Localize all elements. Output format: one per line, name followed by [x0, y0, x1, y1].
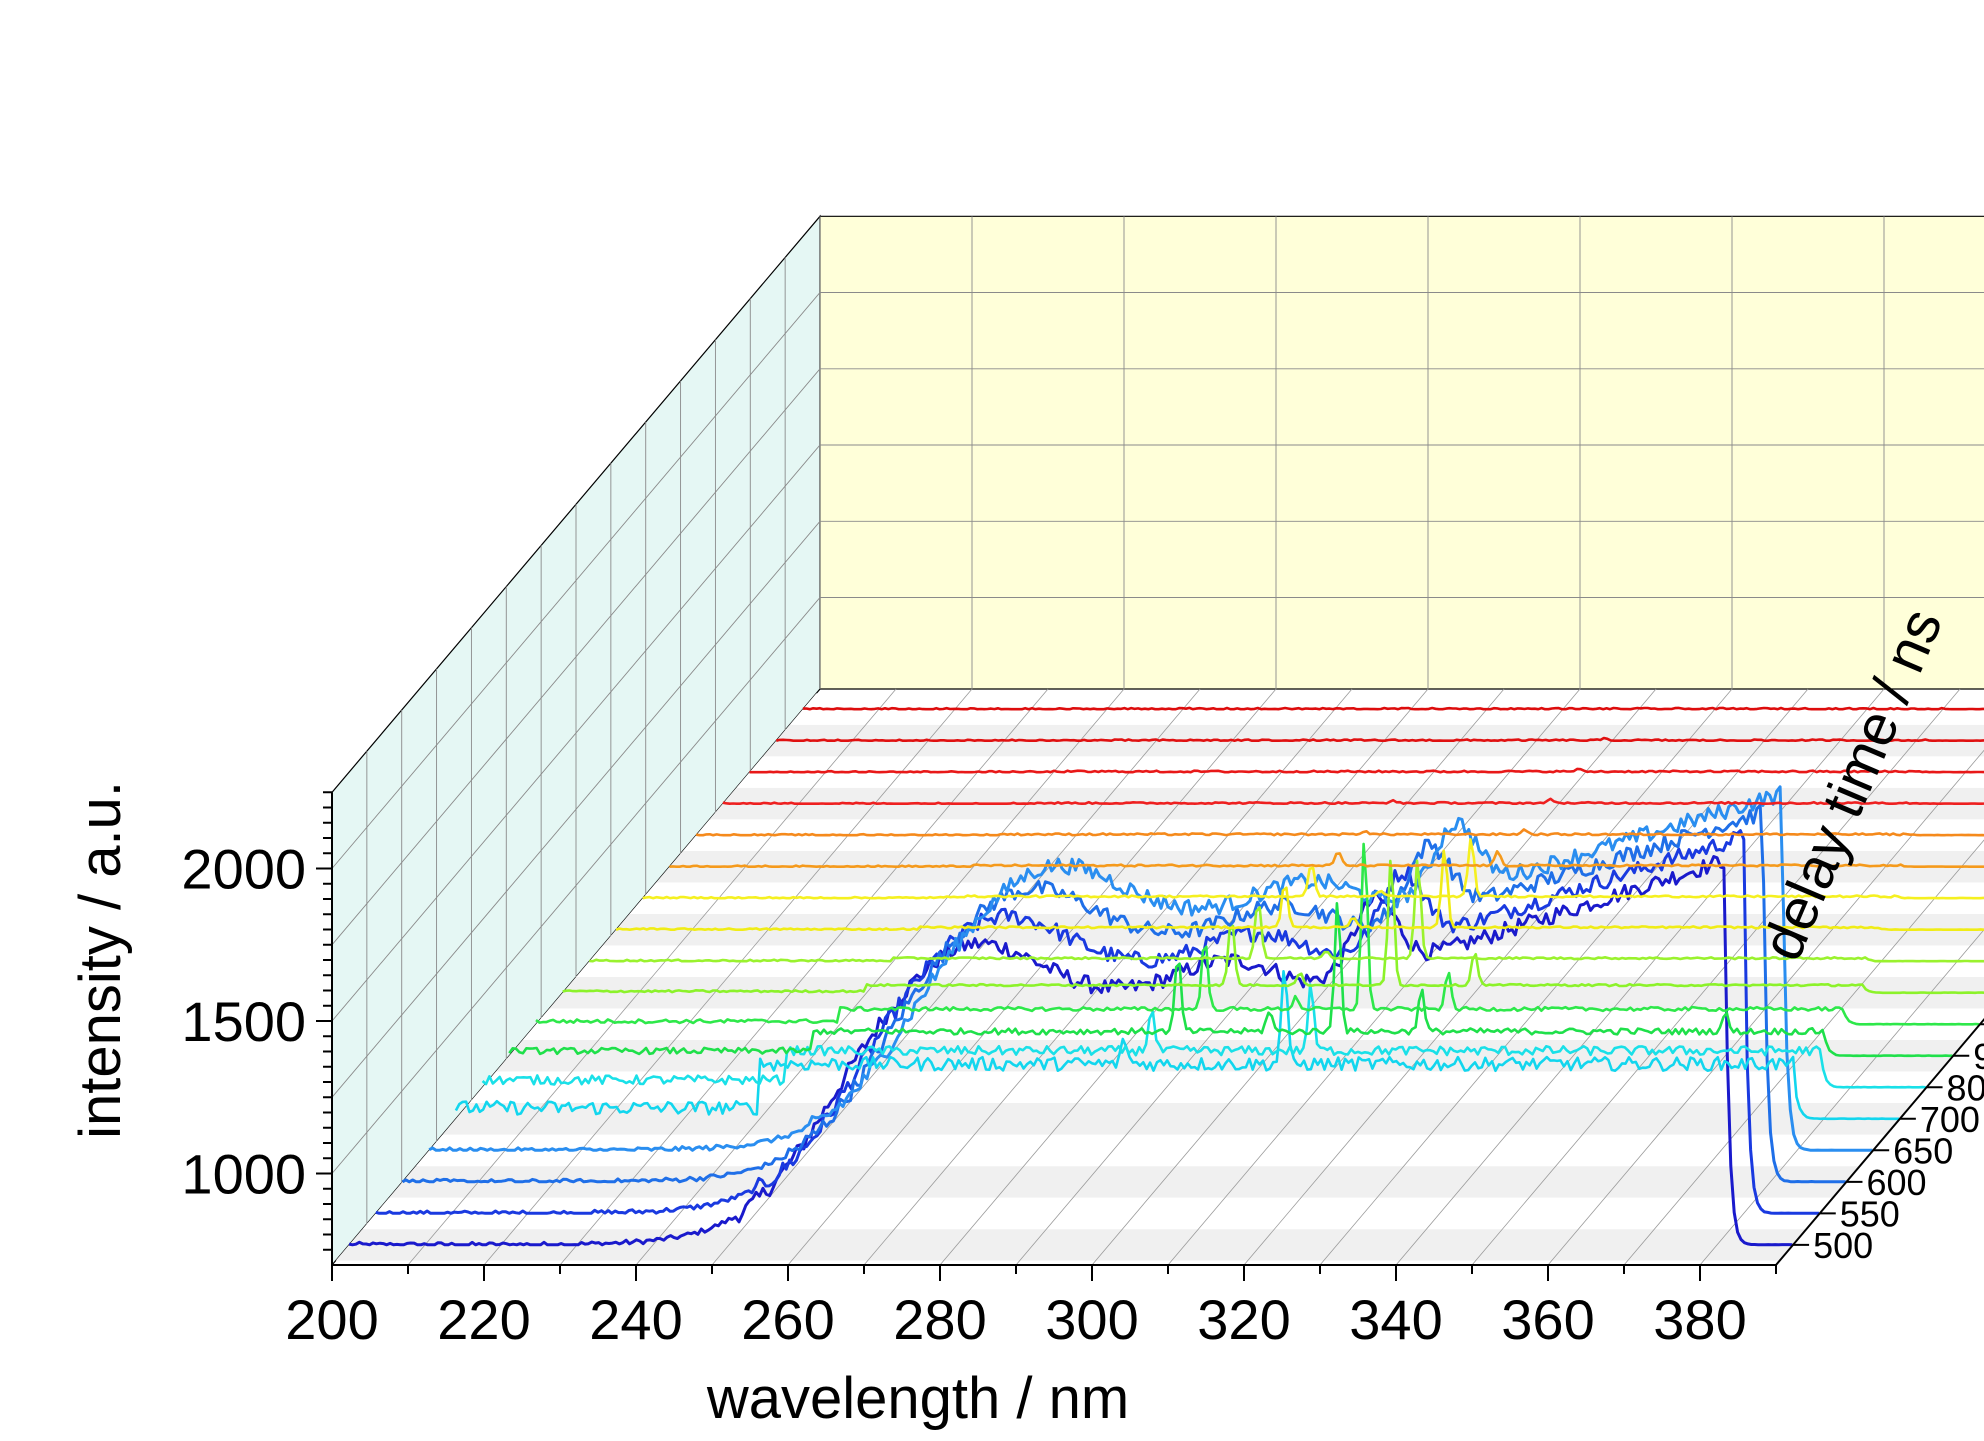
floor-strip: [442, 1103, 1914, 1135]
wall-gridline-horizontal: [331, 292, 1984, 869]
x-axis-title: wavelength / nm: [706, 1366, 1129, 1431]
floor-grid-line: [939, 688, 1429, 1266]
series-line-1800: [642, 838, 1984, 900]
series-line-1000: [535, 842, 1980, 1026]
floor-strip: [335, 1229, 1807, 1261]
floor-grid-line: [1471, 688, 1961, 1266]
series-line-2000: [669, 849, 1984, 869]
y-tick-label: 1500: [181, 990, 306, 1053]
z-tick-label: 600: [1866, 1162, 1926, 1203]
z-tick-label: 900: [1973, 1036, 1984, 1077]
floor-strip: [389, 1166, 1860, 1198]
floor-grid-line: [863, 688, 1353, 1266]
y-tick-label: 2000: [181, 838, 306, 901]
series-line-9000: [775, 736, 1984, 743]
z-tick-label: 500: [1813, 1225, 1873, 1266]
floor-grid-line: [1091, 688, 1581, 1266]
floor-strip: [362, 1197, 1834, 1230]
series-line-1400: [589, 859, 1984, 963]
series-line-1600: [615, 849, 1984, 932]
y-tick-label: 1000: [181, 1143, 306, 1206]
floor-grid-line: [1699, 929, 1984, 1266]
wall-gridline-horizontal: [331, 444, 1984, 1022]
floor-grid-line: [787, 688, 1277, 1266]
x-tick-label: 280: [893, 1288, 986, 1351]
x-tick-label: 380: [1653, 1288, 1746, 1351]
z-tick-label: 800: [1947, 1067, 1984, 1108]
floor-grid-line: [407, 688, 897, 1266]
floor-grid-line: [635, 688, 1125, 1266]
floor-grid-line: [559, 688, 1049, 1266]
z-axis-line: [1775, 1017, 1984, 1266]
series-lines: [348, 706, 1984, 1247]
x-tick-label: 220: [437, 1288, 530, 1351]
x-tick-label: 260: [741, 1288, 834, 1351]
floor-grid-line: [1015, 688, 1505, 1266]
x-tick-label: 200: [285, 1288, 378, 1351]
floor-grid-line: [1623, 839, 1984, 1266]
x-tick-label: 320: [1197, 1288, 1290, 1351]
series-line-3000: [695, 828, 1984, 837]
floor-grid-line: [1243, 688, 1733, 1266]
series-line-10000: [802, 706, 1984, 711]
floor-grid-line: [711, 688, 1201, 1266]
series-line-800: [481, 983, 1926, 1089]
wall-grid: [331, 216, 1984, 1265]
x-tick-label: 360: [1501, 1288, 1594, 1351]
series-line-6000: [749, 767, 1984, 774]
floor-grid-line: [1319, 688, 1809, 1266]
series-line-900: [508, 901, 1953, 1058]
series-line-5000: [722, 797, 1984, 806]
series-line-550: [375, 829, 1819, 1215]
y-axis-title: intensity / a.u.: [68, 781, 133, 1139]
floor-grid-line: [1547, 749, 1984, 1266]
floor-grid-line: [1395, 688, 1885, 1266]
series-line-1200: [562, 859, 1984, 995]
z-tick-label: 700: [1920, 1099, 1980, 1140]
series-line-500: [348, 855, 1793, 1247]
wall-gridline-horizontal: [331, 597, 1984, 1174]
floor-grid: [407, 688, 1984, 1266]
x-tick-label: 300: [1045, 1288, 1138, 1351]
back-wall: [819, 215, 1984, 690]
wall-gridline-horizontal: [331, 520, 1984, 1098]
z-tick-label: 650: [1893, 1130, 1953, 1171]
floor-grid-line: [1167, 688, 1657, 1266]
wall-gridline-horizontal: [331, 368, 1984, 946]
x-tick-label: 340: [1349, 1288, 1442, 1351]
z-tick-label: 550: [1840, 1193, 1900, 1234]
series-line-700: [454, 969, 1900, 1121]
floor-strip: [602, 914, 1984, 946]
axes: [316, 791, 1984, 1281]
tick-labels: 200 220 240 260 280 300 320 340 360 380 1000 1500 20…: [181, 838, 1984, 1352]
floor-grid-line: [483, 688, 973, 1266]
x-tick-label: 240: [589, 1288, 682, 1351]
floor-strips: [335, 693, 1984, 1261]
